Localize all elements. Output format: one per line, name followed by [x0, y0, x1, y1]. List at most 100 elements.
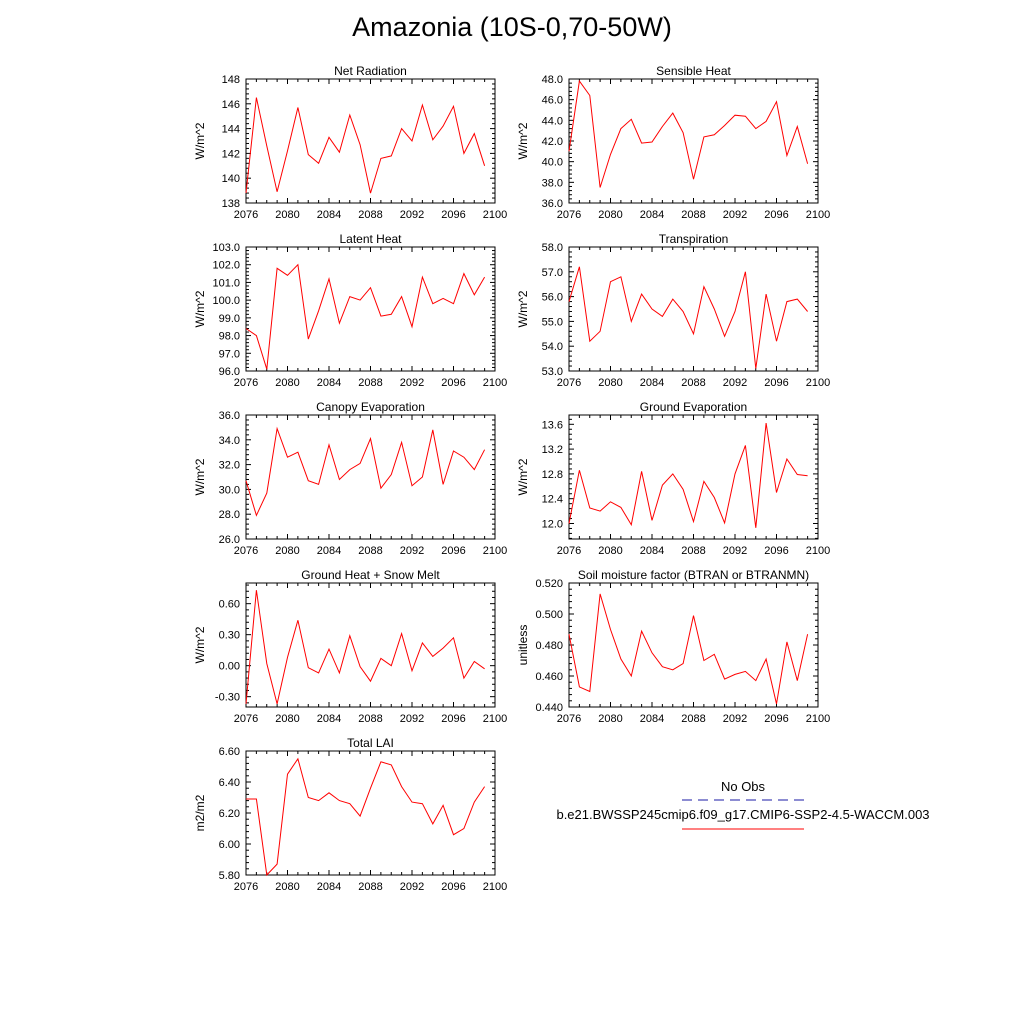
y-tick-label: 12.0 — [542, 519, 563, 531]
panel-0: Net Radiation W/m^2 2076 2080 2084 2088 2092 20… — [193, 64, 507, 221]
y-tick-label: 138 — [222, 198, 240, 210]
y-tick-label: 44.0 — [542, 115, 563, 127]
plot-frame — [568, 582, 819, 708]
y-tick-label: 144 — [222, 124, 240, 136]
x-tick-label: 2092 — [400, 545, 424, 557]
panel-title: Latent Heat — [339, 232, 402, 246]
x-tick-label: 2096 — [441, 713, 465, 725]
y-tick-label: 102.0 — [212, 260, 240, 272]
y-tick-label: -0.30 — [215, 692, 240, 704]
x-tick-label: 2084 — [317, 713, 341, 725]
x-tick-label: 2080 — [275, 377, 299, 389]
panel-title: Total LAI — [347, 736, 394, 750]
panel-title: Canopy Evaporation — [316, 400, 425, 414]
x-tick-label: 2076 — [234, 545, 258, 557]
x-tick-label: 2092 — [400, 713, 424, 725]
legend-obs-swatch — [682, 799, 804, 801]
legend-model-label: b.e21.BWSSP245cmip6.f09_g17.CMIP6-SSP2-4… — [556, 807, 930, 822]
y-tick-label: 36.0 — [219, 410, 240, 422]
x-tick-label: 2096 — [764, 713, 788, 725]
y-tick-label: 13.6 — [542, 419, 563, 431]
x-tick-label: 2100 — [483, 209, 507, 221]
x-tick-label: 2088 — [358, 713, 382, 725]
x-tick-label: 2076 — [234, 377, 258, 389]
series-line — [568, 593, 809, 705]
y-tick-label: 6.00 — [219, 839, 240, 851]
y-axis-label: W/m^2 — [516, 458, 530, 495]
x-tick-label: 2080 — [598, 713, 622, 725]
panel-title: Transpiration — [659, 232, 729, 246]
y-tick-label: 28.0 — [219, 509, 240, 521]
y-tick-label: 32.0 — [219, 460, 240, 472]
x-tick-label: 2100 — [806, 545, 830, 557]
plot-frame — [568, 78, 819, 204]
y-tick-label: 148 — [222, 74, 240, 86]
x-tick-label: 2100 — [483, 545, 507, 557]
y-tick-label: 53.0 — [542, 366, 563, 378]
y-tick-label: 6.60 — [219, 746, 240, 758]
y-tick-label: 54.0 — [542, 341, 563, 353]
y-tick-label: 0.00 — [219, 661, 240, 673]
x-tick-label: 2076 — [557, 545, 581, 557]
panel-1: Sensible Heat W/m^2 2076 2080 2084 2088 2092 20… — [516, 64, 830, 221]
x-tick-label: 2100 — [806, 209, 830, 221]
y-tick-label: 26.0 — [219, 534, 240, 546]
y-tick-label: 100.0 — [212, 295, 240, 307]
y-tick-label: 12.4 — [542, 494, 563, 506]
x-tick-label: 2088 — [681, 713, 705, 725]
x-tick-label: 2084 — [317, 545, 341, 557]
y-tick-label: 13.2 — [542, 444, 563, 456]
y-tick-label: 0.460 — [535, 671, 563, 683]
legend-obs-label: No Obs — [720, 779, 766, 794]
x-tick-label: 2076 — [557, 377, 581, 389]
y-tick-label: 30.0 — [219, 484, 240, 496]
figure-title: Amazonia (10S-0,70-50W) — [352, 12, 672, 42]
y-tick-label: 6.40 — [219, 777, 240, 789]
x-tick-label: 2084 — [317, 881, 341, 893]
y-axis-label: W/m^2 — [193, 458, 207, 495]
series-line — [568, 266, 808, 369]
x-tick-label: 2092 — [723, 545, 747, 557]
y-tick-label: 142 — [222, 148, 240, 160]
plot-frame — [245, 582, 496, 708]
x-tick-label: 2092 — [723, 713, 747, 725]
x-tick-label: 2076 — [557, 209, 581, 221]
y-tick-label: 42.0 — [542, 136, 563, 148]
x-tick-label: 2092 — [400, 881, 424, 893]
plot-frame — [245, 246, 496, 372]
y-axis-label: W/m^2 — [193, 122, 207, 159]
plot-frame — [568, 246, 819, 372]
plot-frame — [245, 414, 496, 540]
x-tick-label: 2084 — [317, 209, 341, 221]
x-tick-label: 2096 — [764, 545, 788, 557]
series-line — [246, 757, 486, 877]
y-tick-label: 58.0 — [542, 242, 563, 254]
panel-title: Ground Heat + Snow Melt — [301, 568, 440, 582]
x-tick-label: 2080 — [598, 209, 622, 221]
x-tick-label: 2100 — [806, 713, 830, 725]
y-tick-label: 97.0 — [219, 348, 240, 360]
y-tick-label: 0.60 — [219, 599, 240, 611]
series-line — [245, 426, 486, 517]
x-tick-label: 2076 — [234, 713, 258, 725]
y-tick-label: 6.20 — [219, 808, 240, 820]
y-tick-label: 55.0 — [542, 316, 563, 328]
y-tick-label: 12.8 — [542, 469, 563, 481]
y-tick-label: 0.480 — [535, 640, 563, 652]
y-tick-label: 146 — [222, 99, 240, 111]
x-tick-label: 2088 — [681, 377, 705, 389]
x-tick-label: 2084 — [640, 545, 664, 557]
x-tick-label: 2084 — [640, 377, 664, 389]
y-axis-label: m2/m2 — [193, 794, 207, 831]
y-tick-label: 0.440 — [535, 702, 563, 714]
x-tick-label: 2084 — [640, 713, 664, 725]
panel-title: Net Radiation — [334, 64, 407, 78]
x-tick-label: 2092 — [723, 377, 747, 389]
y-axis-label: W/m^2 — [516, 290, 530, 327]
x-tick-label: 2092 — [400, 377, 424, 389]
y-tick-label: 38.0 — [542, 177, 563, 189]
y-tick-label: 34.0 — [219, 435, 240, 447]
panel-4: Canopy Evaporation W/m^2 2076 2080 2084 2088 2… — [193, 400, 507, 557]
plot-frame — [245, 78, 496, 204]
y-tick-label: 0.500 — [535, 609, 563, 621]
